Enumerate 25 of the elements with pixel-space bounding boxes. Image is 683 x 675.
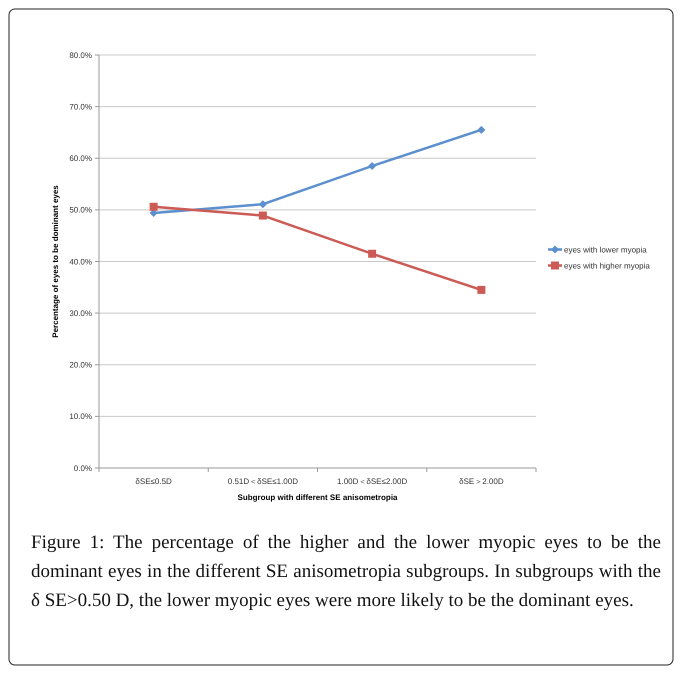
- y-tick-label: 70.0%: [69, 102, 92, 112]
- point: [258, 200, 267, 208]
- point: [258, 212, 267, 220]
- point: [368, 250, 376, 258]
- x-tick-label: δSE≤0.5D: [135, 477, 172, 486]
- point: [477, 126, 486, 134]
- y-tick-label: 50.0%: [69, 206, 92, 215]
- point: [368, 162, 376, 170]
- y-tick-label: 30.0%: [69, 308, 92, 318]
- legend-label: eyes with lower myopia: [564, 245, 648, 254]
- x-tick-label: 1.00D＜δSE≤2.00D: [337, 477, 408, 486]
- y-tick-label: 10.0%: [69, 412, 92, 422]
- point: [150, 202, 158, 211]
- point: [477, 286, 486, 294]
- legend-label: eyes with higher myopia: [564, 261, 650, 270]
- x-tick-label: δSE＞2.00D: [459, 477, 504, 486]
- y-tick-label: 0.0%: [74, 464, 92, 473]
- x-tick-label: 0.51D＜δSE≤1.00D: [228, 477, 298, 486]
- y-axis-title: Percentage of eyes to be dominant eyes: [51, 184, 60, 338]
- caption: Figure 1: The percentage of the higher and the lower myopic eyes to be the dominant eyes in the different SE anisometropia subgroups. In subgroups with the δ SE>0.50 D, the lower myopic eyes were more likely to be the dominant eyes.: [31, 531, 661, 613]
- y-tick-label: 80.0%: [69, 50, 92, 60]
- x-axis-title: Subgroup with different SE anisometropia: [237, 493, 398, 502]
- y-tick-label: 40.0%: [69, 257, 92, 266]
- y-tick-label: 20.0%: [69, 360, 92, 370]
- y-tick-label: 60.0%: [69, 154, 92, 164]
